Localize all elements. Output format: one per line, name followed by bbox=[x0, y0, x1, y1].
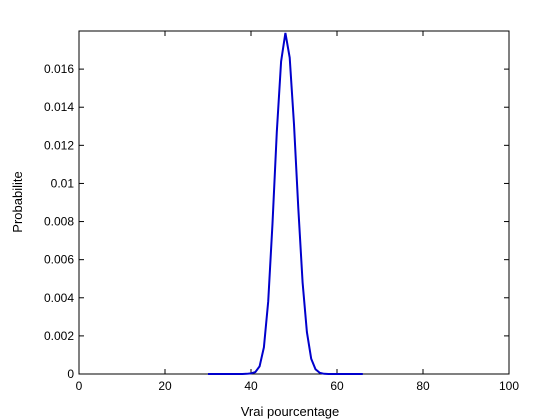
y-tick-label: 0.014 bbox=[44, 100, 74, 114]
y-axis-label: Probabilite bbox=[10, 171, 25, 232]
tick-labels: 0 20 40 60 80 100 0 0.002 0.004 0.006 0.008 0.01 0.0… bbox=[44, 62, 519, 393]
plot-area bbox=[78, 30, 510, 375]
x-tick-label: 60 bbox=[330, 379, 344, 393]
x-tick-label: 80 bbox=[416, 379, 430, 393]
x-tick-label: 40 bbox=[244, 379, 258, 393]
y-tick-label: 0.01 bbox=[51, 176, 75, 190]
x-tick-label: 100 bbox=[499, 379, 519, 393]
x-tick-label: 20 bbox=[158, 379, 172, 393]
probability-curve bbox=[208, 32, 363, 375]
y-tick-label: 0.006 bbox=[44, 253, 74, 267]
y-tick-label: 0.016 bbox=[44, 62, 74, 76]
y-tick-label: 0.012 bbox=[44, 138, 74, 152]
axis-ticks bbox=[78, 31, 510, 375]
x-axis-label: Vrai pourcentage bbox=[241, 404, 340, 419]
y-tick-label: 0.008 bbox=[44, 215, 74, 229]
y-tick-label: 0 bbox=[67, 367, 74, 381]
y-tick-label: 0.004 bbox=[44, 291, 74, 305]
y-tick-label: 0.002 bbox=[44, 329, 74, 343]
x-tick-label: 0 bbox=[76, 379, 83, 393]
